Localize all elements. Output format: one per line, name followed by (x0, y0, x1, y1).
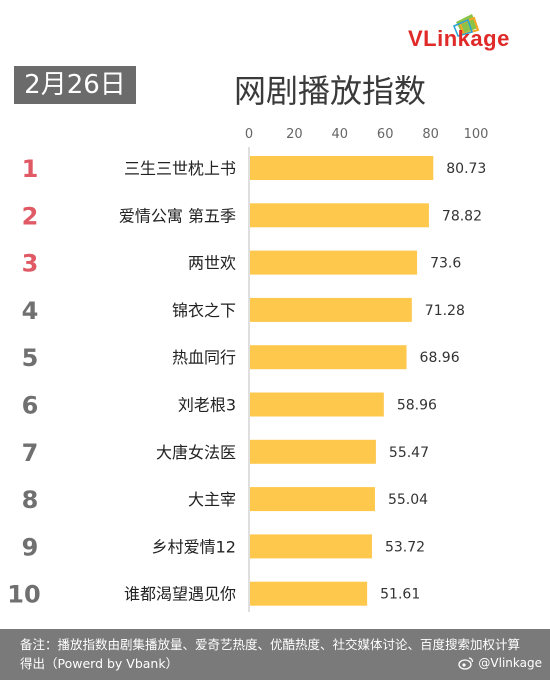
rank-label: 3 (22, 250, 39, 278)
category-label: 爱情公寓 第五季 (119, 206, 236, 225)
category-label: 刘老根3 (178, 396, 236, 415)
bar (250, 392, 384, 417)
bar (250, 297, 412, 322)
rank-label: 6 (22, 392, 39, 420)
footer-note: 备注：播放指数由剧集播放量、爱奇艺热度、优酷热度、社交媒体讨论、百度搜索加权计算… (20, 637, 521, 671)
value-label: 80.73 (446, 161, 486, 177)
logo-text: VLinkage (408, 26, 510, 51)
value-label: 53.72 (385, 539, 425, 555)
value-label: 55.47 (389, 445, 429, 461)
bar (250, 534, 372, 559)
rank-label: 10 (7, 581, 40, 609)
x-tick-label: 60 (377, 127, 394, 142)
x-tick-label: 20 (286, 127, 303, 142)
value-label: 51.61 (380, 587, 420, 603)
x-tick-label: 0 (245, 127, 253, 142)
rank-label: 4 (22, 297, 39, 325)
rank-label: 1 (22, 155, 39, 183)
category-label: 三生三世枕上书 (124, 159, 236, 178)
weibo-icon (458, 657, 474, 670)
category-label: 乡村爱情12 (152, 537, 236, 556)
value-label: 71.28 (425, 303, 465, 319)
rank-label: 5 (22, 344, 39, 372)
category-label: 热血同行 (172, 348, 236, 367)
logo-icon (453, 14, 480, 37)
bar (250, 203, 429, 228)
value-label: 78.82 (442, 208, 482, 224)
bar (250, 345, 407, 370)
bar-chart: 0 20 40 60 80 100 1 三生三世枕上书 80.73 2 爱情公寓 第五季 78.82 3… (7, 127, 489, 612)
category-label: 大主宰 (188, 490, 236, 509)
chart-title: 网剧播放指数 (233, 72, 426, 110)
rank-label: 7 (22, 439, 39, 467)
bar (250, 156, 434, 180)
bar (250, 581, 368, 606)
bar (250, 487, 375, 512)
x-tick-label: 80 (422, 127, 439, 142)
category-label: 两世欢 (188, 254, 236, 273)
value-label: 55.04 (388, 492, 428, 508)
weibo-handle-text: @Vlinkage (478, 656, 542, 670)
weibo-handle[interactable]: @Vlinkage (458, 656, 542, 670)
date-badge: 2月26日 (14, 66, 136, 104)
x-tick-label: 40 (332, 127, 349, 142)
value-label: 68.96 (420, 350, 460, 366)
rank-label: 9 (22, 533, 39, 561)
category-label: 大唐女法医 (156, 443, 236, 462)
rank-label: 8 (22, 486, 39, 514)
value-label: 58.96 (397, 398, 437, 414)
rank-label: 2 (22, 202, 39, 230)
bar (250, 439, 376, 464)
category-label: 谁都渴望遇见你 (124, 585, 236, 604)
bar (250, 250, 418, 275)
value-label: 73.6 (430, 256, 461, 272)
category-label: 锦衣之下 (172, 301, 236, 320)
x-tick-label: 100 (464, 127, 489, 142)
vlinkage-logo: VLinkage (408, 8, 538, 52)
footer-bar: 备注：播放指数由剧集播放量、爱奇艺热度、优酷热度、社交媒体讨论、百度搜索加权计算… (0, 629, 550, 680)
